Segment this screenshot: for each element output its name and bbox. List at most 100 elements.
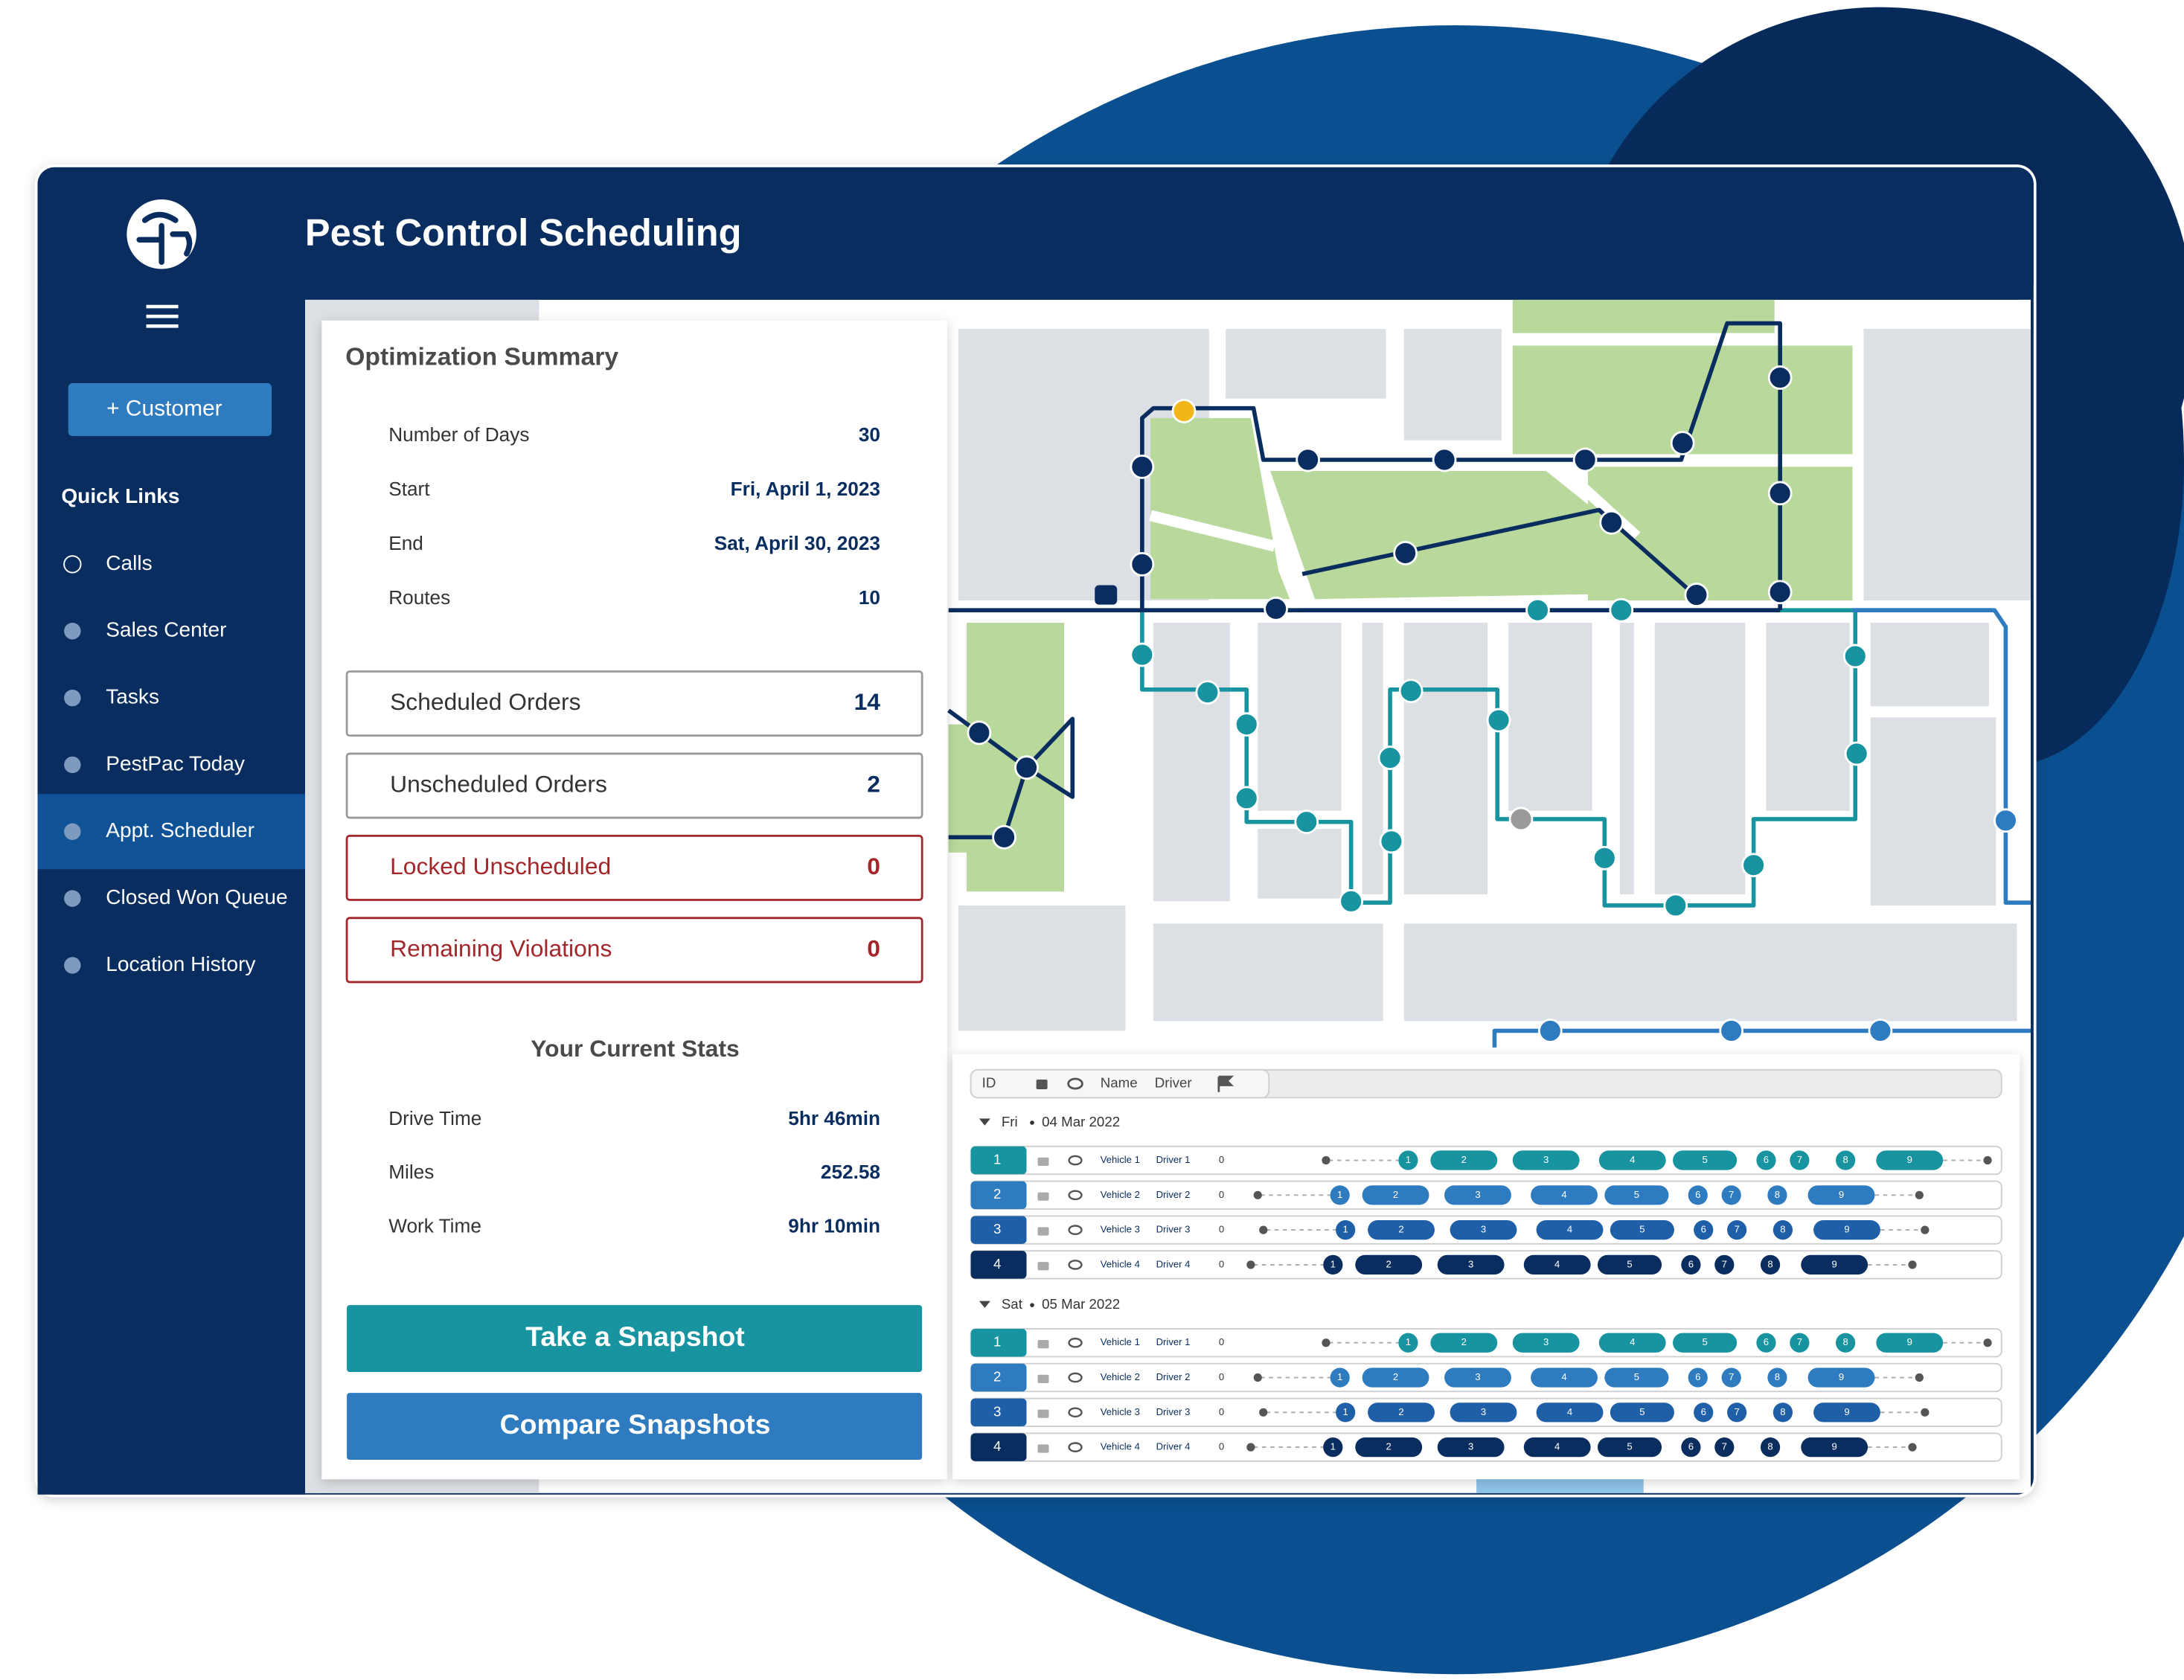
action-button-label[interactable]: Take a Snapshot <box>525 1321 745 1352</box>
nav-link[interactable]: Appt. Scheduler <box>106 818 254 841</box>
stop-pill[interactable] <box>1760 1254 1781 1275</box>
stop-pill[interactable] <box>1323 1254 1343 1275</box>
stop-pill[interactable] <box>1330 1368 1350 1388</box>
stop-pill[interactable] <box>1437 1437 1505 1458</box>
stop-pill[interactable] <box>1610 1402 1674 1423</box>
action-button[interactable] <box>347 1393 923 1460</box>
stop-pill[interactable] <box>1694 1402 1714 1423</box>
row-lock[interactable] <box>1037 1444 1049 1453</box>
stop-pill[interactable] <box>1767 1368 1787 1388</box>
row-eye[interactable] <box>1068 1155 1083 1166</box>
stop-pill[interactable] <box>1330 1185 1350 1205</box>
stop-pill[interactable] <box>1597 1437 1662 1458</box>
stop-pill[interactable] <box>1597 1254 1662 1275</box>
stop-pill[interactable] <box>1430 1333 1498 1353</box>
stop-pill[interactable] <box>1721 1185 1741 1205</box>
stop-pill[interactable] <box>1727 1220 1747 1240</box>
counter-box[interactable] <box>345 670 923 737</box>
stop-pill[interactable] <box>1355 1254 1423 1275</box>
stop-pill[interactable] <box>1368 1402 1435 1423</box>
stop-pill[interactable] <box>1876 1333 1944 1353</box>
row-lock[interactable] <box>1037 1227 1049 1236</box>
row-eye[interactable] <box>1068 1407 1083 1418</box>
stop-pill[interactable] <box>1444 1185 1511 1205</box>
stop-pill[interactable] <box>1336 1402 1356 1423</box>
counter-box[interactable] <box>345 752 923 819</box>
stop-pill[interactable] <box>1714 1254 1735 1275</box>
row-lock[interactable] <box>1037 1339 1049 1349</box>
nav-link[interactable]: Closed Won Queue <box>106 885 287 908</box>
collapse-icon[interactable] <box>979 1301 990 1308</box>
stop-pill[interactable] <box>1531 1185 1598 1205</box>
stop-pill[interactable] <box>1323 1437 1343 1458</box>
stop-pill[interactable] <box>1688 1185 1708 1205</box>
stop-pill[interactable] <box>1760 1437 1781 1458</box>
stop-pill[interactable] <box>1604 1368 1669 1388</box>
collapse-icon[interactable] <box>979 1118 990 1126</box>
stop-pill[interactable] <box>1813 1220 1880 1240</box>
action-button[interactable] <box>347 1305 923 1373</box>
stop-pill[interactable] <box>1604 1185 1669 1205</box>
stop-pill[interactable] <box>1536 1220 1604 1240</box>
stop-pill[interactable] <box>1450 1402 1517 1423</box>
stop-pill[interactable] <box>1512 1333 1580 1353</box>
stop-pill[interactable] <box>1813 1402 1880 1423</box>
row-eye[interactable] <box>1068 1190 1083 1201</box>
stop-pill[interactable] <box>1773 1402 1793 1423</box>
row-eye[interactable] <box>1068 1337 1083 1348</box>
stop-pill[interactable] <box>1437 1254 1505 1275</box>
row-lock[interactable] <box>1037 1262 1049 1271</box>
nav-link[interactable]: Location History <box>106 952 255 975</box>
stop-pill[interactable] <box>1444 1368 1511 1388</box>
stop-pill[interactable] <box>1807 1185 1875 1205</box>
stop-pill[interactable] <box>1694 1220 1714 1240</box>
stop-pill[interactable] <box>1673 1150 1738 1170</box>
stop-pill[interactable] <box>1681 1437 1701 1458</box>
stop-pill[interactable] <box>1450 1220 1517 1240</box>
customer-button[interactable] <box>68 383 272 437</box>
stop-pill[interactable] <box>1336 1220 1356 1240</box>
stop-pill[interactable] <box>1531 1368 1598 1388</box>
action-button-label[interactable]: Compare Snapshots <box>500 1408 771 1440</box>
stop-pill[interactable] <box>1721 1368 1741 1388</box>
stop-pill[interactable] <box>1598 1333 1666 1353</box>
stop-pill[interactable] <box>1355 1437 1423 1458</box>
stop-pill[interactable] <box>1523 1437 1591 1458</box>
stop-pill[interactable] <box>1807 1368 1875 1388</box>
customer-button-label[interactable]: + Customer <box>106 397 222 421</box>
stop-pill[interactable] <box>1714 1437 1735 1458</box>
nav-link[interactable]: PestPac Today <box>106 751 245 775</box>
stop-pill[interactable] <box>1756 1333 1776 1353</box>
nav-link[interactable]: Sales Center <box>106 618 226 641</box>
menu-icon[interactable] <box>146 304 179 328</box>
counter-box[interactable] <box>345 917 923 984</box>
stop-pill[interactable] <box>1773 1220 1793 1240</box>
stop-pill[interactable] <box>1790 1150 1810 1170</box>
stop-pill[interactable] <box>1836 1333 1856 1353</box>
stop-pill[interactable] <box>1523 1254 1591 1275</box>
row-lock[interactable] <box>1037 1374 1049 1384</box>
stop-pill[interactable] <box>1767 1185 1787 1205</box>
stop-pill[interactable] <box>1368 1220 1435 1240</box>
stop-pill[interactable] <box>1610 1220 1674 1240</box>
stop-pill[interactable] <box>1688 1368 1708 1388</box>
row-lock[interactable] <box>1037 1192 1049 1201</box>
stop-pill[interactable] <box>1836 1150 1856 1170</box>
stop-pill[interactable] <box>1598 1150 1666 1170</box>
stop-pill[interactable] <box>1512 1150 1580 1170</box>
stop-pill[interactable] <box>1673 1333 1738 1353</box>
stop-pill[interactable] <box>1398 1150 1418 1170</box>
row-eye[interactable] <box>1068 1260 1083 1270</box>
row-eye[interactable] <box>1068 1225 1083 1235</box>
row-lock[interactable] <box>1037 1157 1049 1167</box>
nav-link[interactable]: Tasks <box>106 684 159 708</box>
stop-pill[interactable] <box>1681 1254 1701 1275</box>
stop-pill[interactable] <box>1756 1150 1776 1170</box>
stop-pill[interactable] <box>1362 1368 1429 1388</box>
row-eye[interactable] <box>1068 1372 1083 1383</box>
nav-link[interactable]: Calls <box>106 551 152 574</box>
stop-pill[interactable] <box>1727 1402 1747 1423</box>
stop-pill[interactable] <box>1876 1150 1944 1170</box>
counter-box[interactable] <box>345 834 923 901</box>
stop-pill[interactable] <box>1801 1437 1868 1458</box>
